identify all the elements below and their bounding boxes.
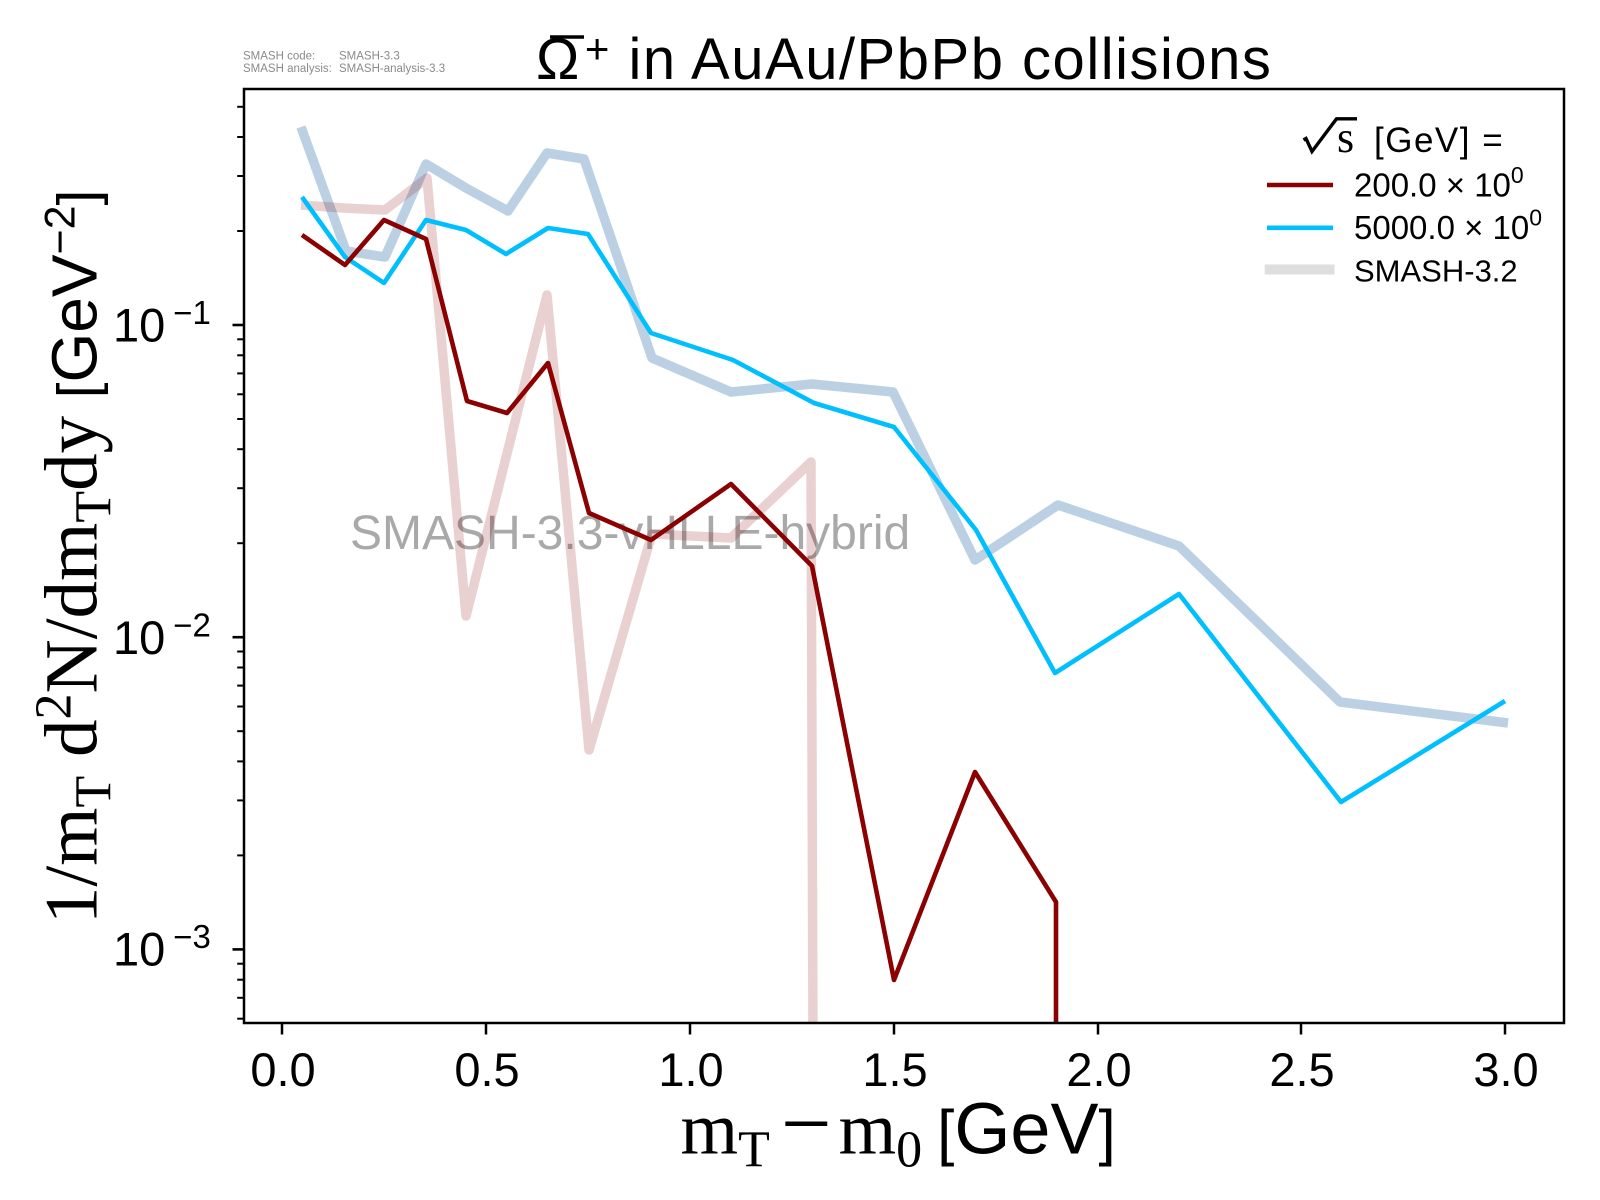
- svg-text:SMASH analysis:: SMASH analysis:: [243, 63, 332, 75]
- svg-text:SMASH-analysis-3.3: SMASH-analysis-3.3: [339, 63, 445, 75]
- svg-text:2.5: 2.5: [1269, 1043, 1334, 1096]
- svg-text:10−3: 10 −3: [113, 918, 211, 976]
- svg-text:SMASH-3.3: SMASH-3.3: [339, 51, 400, 63]
- svg-text:5000.0 × 100: 5000.0 × 100: [1354, 205, 1542, 247]
- svg-text:SMASH-3.2: SMASH-3.2: [1354, 254, 1518, 289]
- svg-text:3.0: 3.0: [1473, 1043, 1538, 1096]
- svg-text:SMASH-3.3-vHLLE-hybrid: SMASH-3.3-vHLLE-hybrid: [350, 507, 910, 560]
- svg-text:2.0: 2.0: [1066, 1043, 1131, 1096]
- svg-text:SMASH code:: SMASH code:: [243, 51, 315, 63]
- svg-text:0.0: 0.0: [250, 1043, 315, 1096]
- svg-text:s: s: [1337, 113, 1354, 162]
- svg-text:1.5: 1.5: [862, 1043, 927, 1096]
- svg-text:10−2: 10 −2: [113, 606, 211, 664]
- svg-text:1/mT d2N/dmTdy [GeV−2]: 1/mT d2N/dmTdy [GeV−2]: [26, 190, 123, 924]
- svg-text:[GeV] =: [GeV] =: [1374, 121, 1504, 160]
- svg-text:200.0 × 100: 200.0 × 100: [1354, 162, 1524, 204]
- svg-text:1.0: 1.0: [658, 1043, 723, 1096]
- svg-text:0.5: 0.5: [454, 1043, 519, 1096]
- svg-text:Ω+ in AuAu/PbPb collisions: Ω+ in AuAu/PbPb collisions: [536, 25, 1272, 92]
- svg-text:10−1: 10 −1: [113, 294, 211, 352]
